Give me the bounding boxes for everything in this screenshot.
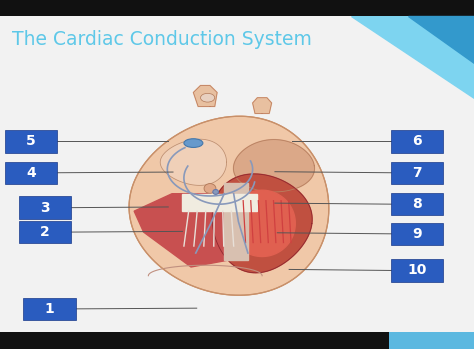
Text: 2: 2 <box>40 225 50 239</box>
Polygon shape <box>160 139 227 185</box>
Text: The Cardiac Conduction System: The Cardiac Conduction System <box>12 30 312 49</box>
Ellipse shape <box>204 184 216 193</box>
Polygon shape <box>351 16 474 98</box>
Text: 4: 4 <box>26 166 36 180</box>
Polygon shape <box>234 140 314 192</box>
FancyBboxPatch shape <box>18 221 71 243</box>
Bar <box>389 332 474 349</box>
Text: 7: 7 <box>412 166 422 180</box>
Bar <box>0 0 474 16</box>
FancyBboxPatch shape <box>391 130 444 153</box>
Polygon shape <box>129 116 329 295</box>
Polygon shape <box>224 183 248 260</box>
Ellipse shape <box>213 190 219 194</box>
Text: 6: 6 <box>412 134 422 148</box>
Polygon shape <box>253 98 272 113</box>
FancyBboxPatch shape <box>391 223 444 245</box>
Ellipse shape <box>201 93 215 102</box>
Polygon shape <box>182 194 257 211</box>
Polygon shape <box>193 86 217 106</box>
Text: 1: 1 <box>45 302 55 316</box>
Text: 9: 9 <box>412 227 422 241</box>
Text: 10: 10 <box>408 263 427 277</box>
FancyBboxPatch shape <box>391 193 444 215</box>
Text: 3: 3 <box>40 201 50 215</box>
Polygon shape <box>408 16 474 63</box>
Ellipse shape <box>184 139 203 148</box>
FancyBboxPatch shape <box>5 162 57 184</box>
Polygon shape <box>212 174 312 273</box>
FancyBboxPatch shape <box>391 259 444 282</box>
Text: 5: 5 <box>26 134 36 148</box>
FancyBboxPatch shape <box>5 130 57 153</box>
Polygon shape <box>134 194 238 267</box>
Text: 8: 8 <box>412 197 422 211</box>
FancyBboxPatch shape <box>18 196 71 219</box>
FancyBboxPatch shape <box>391 162 444 184</box>
Polygon shape <box>229 190 295 257</box>
FancyBboxPatch shape <box>23 298 76 320</box>
Bar <box>0 332 474 349</box>
